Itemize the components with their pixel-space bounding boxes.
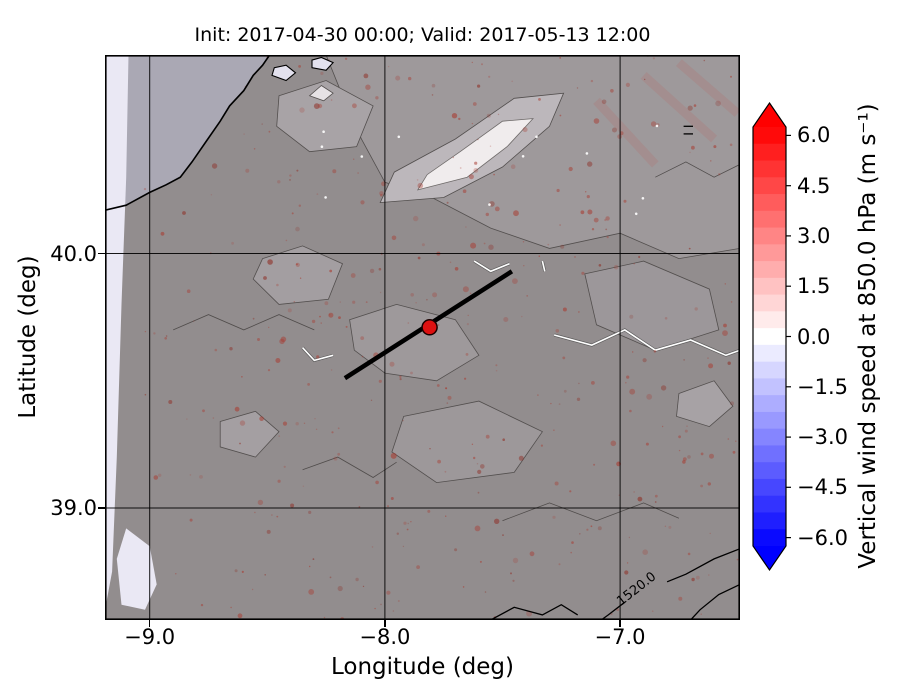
grid-layer xyxy=(105,55,740,620)
x-tick-label: −7.0 xyxy=(594,625,646,649)
river xyxy=(302,347,334,362)
terrain-patch xyxy=(584,260,720,351)
colorbar-tick-label: 0.0 xyxy=(797,324,831,349)
sea-layer xyxy=(105,55,335,610)
terrain-patch xyxy=(308,84,334,102)
terrain-patch xyxy=(676,380,734,428)
colorbar-tick-label: 4.5 xyxy=(797,173,831,198)
y-tick-mark xyxy=(98,507,105,509)
y-tick-label: 40.0 xyxy=(50,241,97,266)
terrain-contour xyxy=(655,161,741,178)
x-tick-label: −8.0 xyxy=(359,625,411,649)
colorbar-tick-label: 6.0 xyxy=(797,123,831,148)
transect-marker xyxy=(421,319,438,336)
x-tick-mark xyxy=(619,620,621,627)
terrain-patch xyxy=(276,80,374,153)
map-canvas: 1520.0 xyxy=(104,53,741,622)
red-streak xyxy=(640,72,718,143)
terrain-contour xyxy=(173,314,315,331)
coastal-pale-strip xyxy=(105,55,129,610)
colorbar-tick-label: 3.0 xyxy=(797,223,831,248)
elevation-contour xyxy=(666,548,741,583)
sea-polygon xyxy=(105,55,270,211)
colorbar-outline xyxy=(752,101,787,572)
lagoon xyxy=(311,56,335,71)
colorbar-label: Vertical wind speed at 850.0 hPa (m s⁻¹) xyxy=(855,103,881,569)
terrain-patch xyxy=(252,245,344,305)
colorbar-tick-label: −4.5 xyxy=(797,475,848,500)
map-plot-area: 1520.0 xyxy=(104,53,741,622)
plot-title: Init: 2017-04-30 00:00; Valid: 2017-05-1… xyxy=(194,24,651,46)
colorbar-extend-max xyxy=(753,103,786,127)
elevation-contour xyxy=(490,603,579,621)
colorbar-extend-min xyxy=(753,546,786,570)
colorbar-tick-label: 1.5 xyxy=(797,274,831,299)
y-tick-mark xyxy=(98,252,105,255)
plot-frame xyxy=(105,55,741,621)
colorbar xyxy=(752,101,791,572)
red-streak xyxy=(593,97,659,168)
river xyxy=(541,260,546,272)
lagoon xyxy=(271,64,297,82)
river xyxy=(473,260,510,273)
colorbar-tick-label: −6.0 xyxy=(797,525,848,550)
y-tick-label: 39.0 xyxy=(50,496,97,521)
river xyxy=(553,328,741,357)
river-layer xyxy=(301,259,741,363)
colorbar-tick-label: −1.5 xyxy=(797,374,848,399)
terrain-patch xyxy=(219,410,280,458)
terrain-patch xyxy=(391,400,543,484)
overlay-layer xyxy=(343,269,514,381)
colorbar-bands xyxy=(753,103,786,570)
terrain-patch xyxy=(349,303,480,382)
x-tick-mark xyxy=(384,620,386,627)
colorbar-tick-label: −3.0 xyxy=(797,425,848,450)
y-axis-label: Latitude (deg) xyxy=(15,255,41,419)
red-streak xyxy=(675,59,741,117)
x-tick-mark xyxy=(148,620,151,627)
terrain-patch xyxy=(416,118,534,191)
x-tick-label: −9.0 xyxy=(124,625,176,649)
elevation-contour xyxy=(600,601,626,621)
estuary-pale-patch xyxy=(116,528,157,610)
elevation-contour xyxy=(690,583,741,621)
x-axis-label: Longitude (deg) xyxy=(330,654,514,680)
